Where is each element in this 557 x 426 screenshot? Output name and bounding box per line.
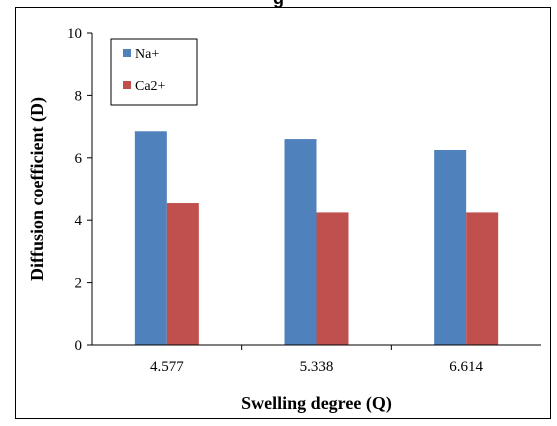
bars-group [134,131,499,345]
y-tick-label: 4 [75,213,83,229]
y-tick-label: 0 [75,338,83,354]
clipped-title-fragment: g [0,0,557,8]
x-tick-label: 5.338 [300,359,334,375]
bar-ca2-4.577 [166,203,199,345]
y-tick-label: 2 [75,276,83,292]
bar-na-5.338 [284,139,317,345]
y-tick-label: 8 [75,88,83,104]
legend-label: Na+ [135,47,159,62]
legend-swatch [123,49,131,57]
legend: Na+ Ca2+ [110,38,198,106]
legend-swatch [123,81,131,89]
bar-na-4.577 [134,131,167,345]
y-axis-title: Diffusion coefficient (D) [27,97,48,281]
x-axis-title: Swelling degree (Q) [241,393,392,414]
x-tick-label: 4.577 [150,359,184,375]
bar-na-6.614 [434,150,467,345]
y-tick-label: 6 [75,151,83,167]
x-tick-label: 6.614 [449,359,483,375]
legend-label: Ca2+ [135,79,166,94]
y-tick-label: 10 [67,26,82,42]
x-ticks-group: 4.577 5.338 6.614 [150,345,484,375]
bar-ca2-6.614 [466,212,499,345]
y-ticks-group: 0 2 4 6 8 10 [67,26,92,354]
bar-ca2-5.338 [316,212,349,345]
